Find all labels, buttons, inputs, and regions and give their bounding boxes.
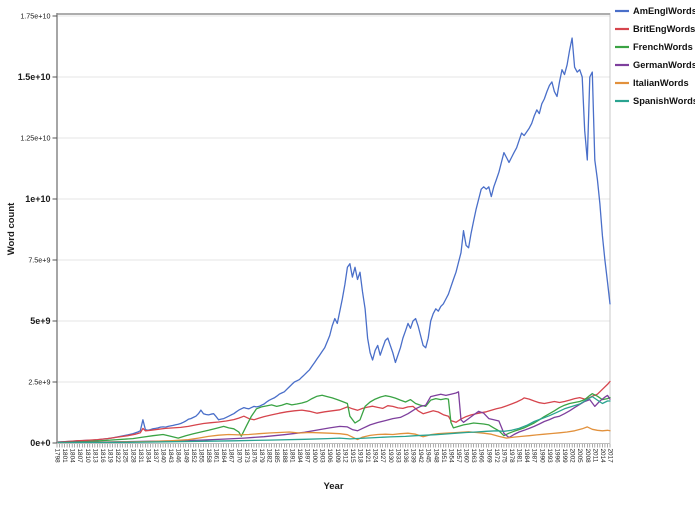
x-tick-label: 1819: [107, 449, 114, 464]
x-tick-label: 1864: [220, 449, 227, 464]
series-line-amenglwords: [56, 37, 611, 443]
x-tick-label: 1852: [190, 449, 197, 464]
series-line-spanishwords: [56, 395, 611, 444]
x-tick-label: 1975: [500, 449, 507, 464]
x-tick-label: 1807: [76, 449, 83, 464]
legend-label: GermanWords: [633, 60, 695, 70]
x-tick-label: 1948: [432, 449, 439, 464]
x-tick-label: 1897: [304, 449, 311, 464]
x-tick-label: 1861: [213, 449, 220, 464]
x-tick-label: 1969: [485, 449, 492, 464]
x-tick-label: 1918: [357, 449, 364, 464]
x-tick-label: 1888: [281, 449, 288, 464]
x-tick-label: 1942: [417, 449, 424, 464]
x-tick-label: 2014: [599, 449, 606, 464]
x-tick-label: 1927: [379, 449, 386, 464]
y-tick-label: 1.75e+10: [20, 12, 50, 21]
x-tick-label: 1810: [84, 449, 91, 464]
x-tick-label: 1891: [288, 449, 295, 464]
x-tick-label: 1879: [258, 449, 265, 464]
legend-label: BritEngWords: [633, 24, 695, 34]
x-tick-label: 1930: [387, 449, 394, 464]
x-tick-label: 1924: [372, 449, 379, 464]
x-tick-label: 1873: [243, 449, 250, 464]
x-tick-label: 2005: [576, 449, 583, 464]
x-tick-label: 1978: [508, 449, 515, 464]
x-tick-label: 1840: [160, 449, 167, 464]
x-tick-label: 1951: [440, 449, 447, 464]
y-tick-label: 1.25e+10: [20, 134, 50, 143]
x-tick-label: 1834: [144, 449, 151, 464]
x-tick-label: 1843: [167, 449, 174, 464]
x-tick-label: 1996: [554, 449, 561, 464]
x-tick-label: 1963: [470, 449, 477, 464]
x-tick-label: 1798: [54, 449, 61, 464]
x-tick-label: 2017: [607, 449, 614, 464]
x-tick-label: 1999: [561, 449, 568, 464]
x-tick-label: 1945: [425, 449, 432, 464]
x-tick-label: 1849: [182, 449, 189, 464]
series-line-germanwords: [56, 391, 611, 444]
x-tick-label: 1936: [402, 449, 409, 464]
x-tick-label: 1813: [91, 449, 98, 464]
x-tick-label: 1801: [61, 449, 68, 464]
x-tick-label: 1987: [531, 449, 538, 464]
x-tick-label: 2002: [569, 449, 576, 464]
x-tick-label: 1855: [197, 449, 204, 464]
x-tick-label: 1825: [122, 449, 129, 464]
x-tick-label: 1876: [251, 449, 258, 464]
x-axis-title: Year: [323, 481, 343, 492]
x-tick-label: 1933: [394, 449, 401, 464]
y-tick-label: 5e+9: [30, 316, 50, 326]
x-tick-label: 2011: [591, 449, 598, 463]
series-line-frenchwords: [56, 393, 611, 444]
x-tick-label: 1837: [152, 449, 159, 464]
x-tick-label: 1909: [334, 449, 341, 464]
x-tick-label: 1870: [235, 449, 242, 464]
x-tick-label: 1966: [478, 449, 485, 464]
x-tick-label: 1921: [364, 449, 371, 464]
x-tick-label: 1816: [99, 449, 106, 464]
x-tick-label: 1990: [538, 449, 545, 464]
x-tick-label: 1846: [175, 449, 182, 464]
x-tick-label: 2008: [584, 449, 591, 464]
x-tick-label: 1984: [523, 449, 530, 464]
legend-label: ItalianWords: [633, 78, 689, 88]
y-axis-title: Word count: [6, 202, 17, 255]
x-tick-label: 1828: [129, 449, 136, 464]
series-line-italianwords: [56, 426, 611, 444]
x-tick-label: 1885: [273, 449, 280, 464]
series-line-britengwords: [56, 380, 611, 443]
x-tick-label: 1912: [341, 449, 348, 464]
y-tick-label: 1e+10: [25, 194, 50, 204]
x-tick-label: 1939: [410, 449, 417, 464]
y-tick-label: 7.5e+9: [28, 256, 50, 265]
x-tick-label: 1906: [326, 449, 333, 464]
x-tick-label: 1900: [311, 449, 318, 464]
x-tick-label: 1972: [493, 449, 500, 464]
x-tick-label: 1903: [319, 449, 326, 464]
x-tick-label: 1804: [69, 449, 76, 464]
x-tick-label: 1822: [114, 449, 121, 464]
x-tick-label: 1993: [546, 449, 553, 464]
legend-label: AmEnglWords: [633, 6, 695, 16]
y-tick-label: 1.5e+10: [18, 72, 51, 82]
y-tick-label: 0e+0: [30, 438, 50, 448]
x-tick-label: 1867: [228, 449, 235, 464]
x-tick-label: 1915: [349, 449, 356, 464]
x-tick-label: 1954: [447, 449, 454, 464]
plot-panel-border: [56, 13, 611, 444]
legend-label: SpanishWords: [633, 96, 695, 106]
x-tick-label: 1894: [296, 449, 303, 464]
x-tick-label: 1960: [463, 449, 470, 464]
x-tick-label: 1882: [266, 449, 273, 464]
x-tick-label: 1957: [455, 449, 462, 464]
legend-label: FrenchWords: [633, 42, 693, 52]
x-tick-label: 1831: [137, 449, 144, 464]
y-tick-label: 2.5e+9: [28, 378, 50, 387]
x-tick-label: 1858: [205, 449, 212, 464]
x-tick-label: 1981: [516, 449, 523, 464]
